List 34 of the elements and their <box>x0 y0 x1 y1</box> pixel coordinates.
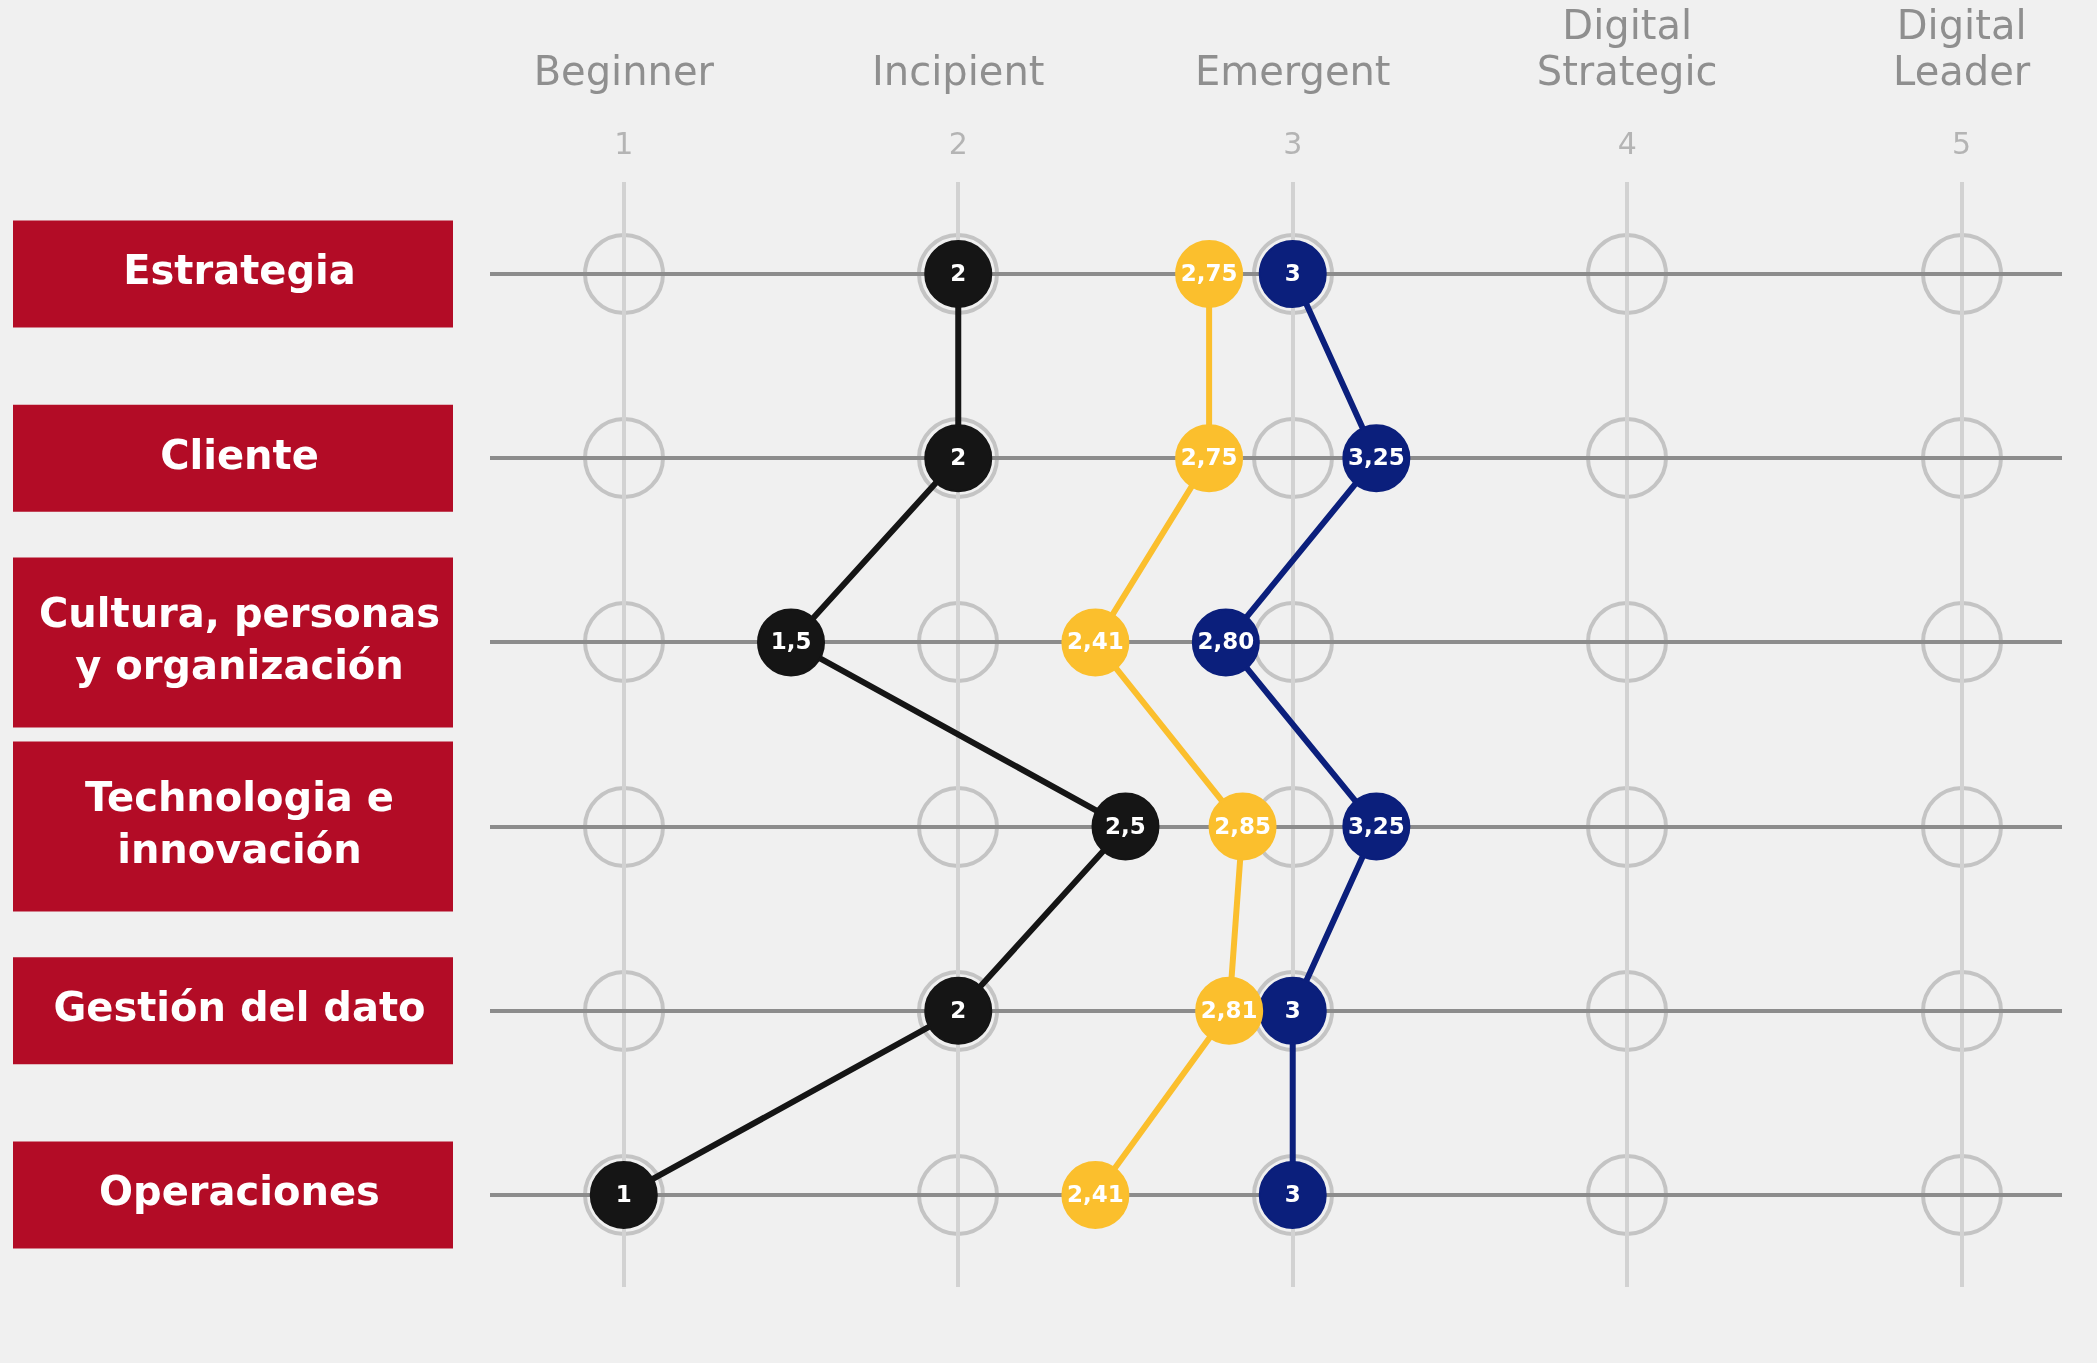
data-label: 2 <box>950 444 967 471</box>
data-label: 3 <box>1284 996 1301 1023</box>
x-tick-label: 5 <box>1952 125 1972 161</box>
x-tick-label: 3 <box>1283 125 1303 161</box>
y-tick-label: Estrategia <box>123 247 356 294</box>
data-label: 3 <box>1284 260 1301 287</box>
y-tick-label: Gestión del dato <box>53 984 426 1031</box>
data-label: 2 <box>950 260 967 287</box>
data-label: 2,75 <box>1180 260 1238 287</box>
data-label: 2,81 <box>1200 996 1258 1023</box>
text: Digital Strategic <box>1536 2 1718 94</box>
data-label: 1,5 <box>770 628 812 655</box>
y-tick-label: Cultura, personas y organización <box>38 589 441 688</box>
y-tick-label: Technologia e innovación <box>85 773 394 872</box>
data-label: 2,80 <box>1197 628 1255 655</box>
text: Digital Leader <box>1893 2 2031 94</box>
data-label: 1 <box>615 1180 632 1207</box>
data-label: 2,75 <box>1180 444 1238 471</box>
x-tick-label: 2 <box>948 125 968 161</box>
data-label: 2,85 <box>1214 812 1271 839</box>
x-tick-label: 1 <box>614 125 634 161</box>
y-tick-label: Operaciones <box>99 1168 380 1215</box>
data-label: 2,41 <box>1067 1180 1124 1207</box>
y-tick-label: Cliente <box>160 431 319 478</box>
data-label: 3 <box>1284 1180 1301 1207</box>
data-label: 2 <box>950 996 967 1023</box>
data-label: 2,41 <box>1067 628 1124 655</box>
x-tick-label: 4 <box>1617 125 1637 161</box>
data-label: 2,5 <box>1105 812 1146 839</box>
data-label: 3,25 <box>1347 444 1405 471</box>
text: Emergent <box>1194 48 1391 94</box>
text: Beginner <box>533 48 715 94</box>
data-label: 3,25 <box>1347 812 1405 839</box>
text: Incipient <box>872 48 1045 94</box>
